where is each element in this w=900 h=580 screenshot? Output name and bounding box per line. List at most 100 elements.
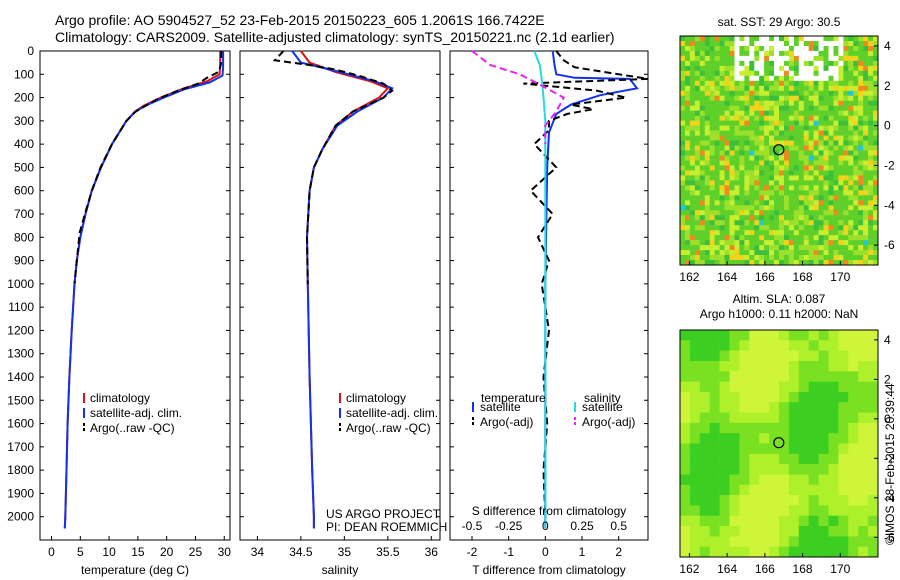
map-cell — [759, 474, 770, 486]
map-cell — [680, 443, 691, 455]
map-cell — [689, 130, 696, 136]
map-cell — [833, 220, 839, 226]
map-cell — [764, 85, 770, 92]
map-cell — [788, 402, 800, 413]
map-cell — [813, 245, 819, 251]
map-cell — [828, 55, 834, 62]
map-cell — [803, 205, 810, 211]
map-cell — [680, 453, 691, 465]
map-cell — [709, 105, 715, 111]
map-cell — [853, 120, 859, 126]
map-cell — [709, 361, 720, 372]
map-cell — [764, 125, 770, 131]
map-cell — [779, 391, 790, 403]
map-cell — [719, 240, 725, 246]
y-tick-label: 800 — [14, 230, 34, 244]
map-cell — [843, 140, 849, 146]
map-cell — [793, 115, 800, 121]
map-cell — [759, 240, 765, 246]
map-cell — [769, 340, 780, 351]
map-cell — [680, 110, 686, 116]
map-cell — [759, 165, 765, 171]
map-cell — [858, 160, 864, 166]
map-cell — [714, 80, 720, 87]
map-cell — [828, 255, 834, 261]
map-cell — [719, 55, 725, 62]
map-cell — [858, 80, 864, 87]
map-cell — [739, 484, 750, 496]
map-cell — [759, 330, 770, 341]
map-cell — [828, 125, 834, 131]
map-cell — [699, 160, 706, 166]
map-cell — [699, 120, 706, 126]
map-cell — [873, 36, 879, 42]
map-cell — [769, 205, 775, 211]
map-cell — [774, 65, 780, 72]
map-cell — [873, 190, 879, 196]
map-cell — [729, 190, 735, 196]
y-tick-label: 700 — [14, 207, 34, 221]
map-cell — [769, 210, 775, 216]
map-cell — [680, 464, 691, 475]
map-cell — [838, 85, 844, 92]
x-tick-label: 0 — [542, 545, 549, 559]
map-cell — [764, 250, 770, 256]
map-cell — [818, 125, 824, 131]
map-cell — [749, 412, 760, 424]
map-cell — [808, 46, 814, 52]
map-cell — [808, 230, 814, 236]
map-cell — [818, 235, 824, 241]
map-cell — [838, 495, 849, 506]
x-tick-label: 35.5 — [376, 545, 400, 559]
map-cell — [779, 255, 785, 261]
map-cell — [873, 255, 879, 261]
map-cell — [818, 140, 824, 146]
map-cell — [744, 205, 750, 211]
map-cell — [863, 135, 869, 141]
legend-label: satellite — [582, 400, 623, 414]
map-cell — [774, 46, 780, 52]
map-cell — [833, 100, 839, 106]
map-cell — [808, 185, 814, 191]
map-cell — [754, 60, 760, 67]
map-cell — [749, 65, 755, 72]
map-cell — [749, 215, 755, 221]
map-cell — [838, 330, 849, 341]
map-cell — [759, 210, 765, 216]
map-cell — [838, 546, 849, 558]
map-cell — [769, 36, 775, 42]
map-cell — [848, 130, 854, 136]
map-cell — [709, 255, 715, 261]
map-cell — [848, 195, 854, 201]
map-cell — [823, 245, 829, 251]
map-cell — [769, 474, 780, 486]
map-cell — [694, 255, 701, 261]
map-cell — [838, 453, 849, 465]
map-cell — [798, 185, 805, 191]
map-cell — [769, 453, 780, 465]
map-cell — [848, 250, 854, 256]
map-cell — [759, 225, 765, 231]
map-cell — [838, 180, 844, 186]
map-cell — [798, 205, 805, 211]
map-cell — [734, 185, 740, 191]
map-cell — [848, 70, 854, 77]
map-cell — [803, 65, 810, 72]
map-cell — [729, 340, 740, 351]
map-cell — [749, 200, 755, 206]
map-cell — [704, 205, 711, 211]
map-cell — [744, 46, 750, 52]
map-cell — [759, 85, 765, 92]
map-cell — [863, 120, 869, 126]
map-cell — [749, 41, 755, 47]
map-cell — [838, 140, 844, 146]
map-cell — [828, 433, 839, 444]
map-cell — [699, 140, 706, 146]
map-cell — [843, 210, 849, 216]
map-cell — [858, 260, 864, 266]
map-cell — [793, 205, 800, 211]
map-cell — [808, 190, 814, 196]
map-cell — [868, 165, 874, 171]
map-cell — [823, 95, 829, 101]
map-cell — [694, 75, 701, 82]
